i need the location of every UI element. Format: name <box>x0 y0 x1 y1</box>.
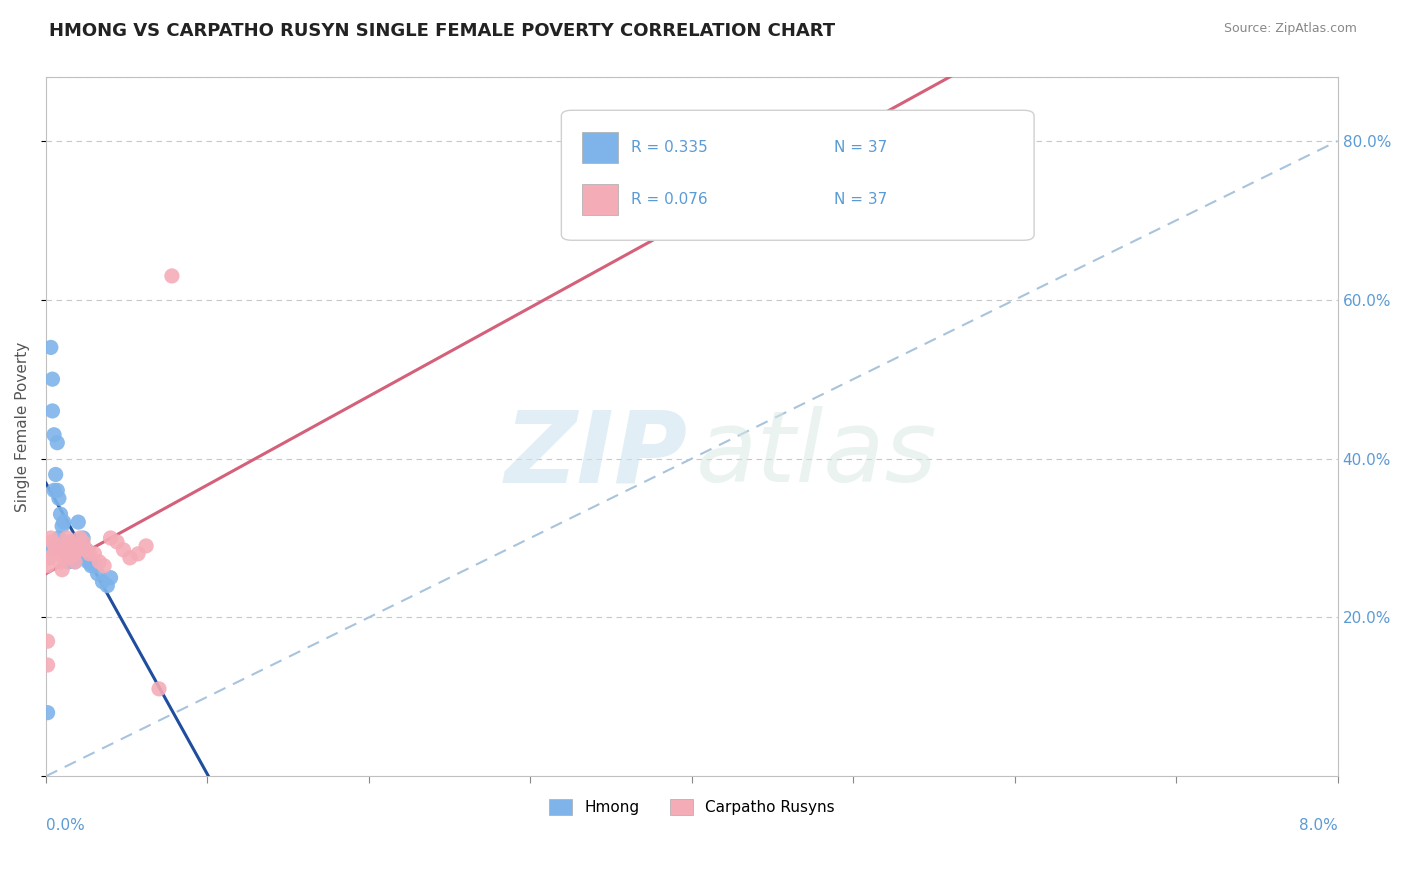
Text: ZIP: ZIP <box>505 406 688 503</box>
Text: N = 37: N = 37 <box>834 140 887 155</box>
Point <box>77 555 100 569</box>
Point <box>72 535 94 549</box>
Point <box>37 634 59 648</box>
Text: R = 0.076: R = 0.076 <box>631 192 707 207</box>
Y-axis label: Single Female Poverty: Single Female Poverty <box>15 342 30 512</box>
Text: R = 0.335: R = 0.335 <box>631 140 707 155</box>
Point <box>75 542 97 557</box>
Point <box>41 404 63 418</box>
Point <box>46 435 69 450</box>
Point <box>58 555 80 569</box>
Point <box>118 550 141 565</box>
Point <box>48 531 70 545</box>
Point <box>46 483 69 498</box>
Point <box>75 542 97 557</box>
Point <box>59 547 82 561</box>
Point <box>63 555 86 569</box>
Point <box>52 550 75 565</box>
Point <box>62 547 84 561</box>
Point <box>83 558 105 573</box>
Point <box>89 555 111 569</box>
Point <box>60 539 83 553</box>
Point <box>72 531 94 545</box>
Point <box>69 531 91 545</box>
Point <box>49 507 72 521</box>
Point <box>46 539 69 553</box>
Text: Source: ZipAtlas.com: Source: ZipAtlas.com <box>1223 22 1357 36</box>
Point <box>67 515 90 529</box>
Point <box>42 427 65 442</box>
Point <box>127 547 149 561</box>
Point <box>73 550 96 565</box>
Point <box>38 550 60 565</box>
Point <box>100 571 122 585</box>
Point <box>59 550 82 565</box>
Point <box>62 550 84 565</box>
Point <box>91 574 114 589</box>
Point <box>37 658 59 673</box>
Point <box>37 706 59 720</box>
Point <box>52 515 75 529</box>
Point <box>45 467 67 482</box>
Point <box>86 566 108 581</box>
Text: 0.0%: 0.0% <box>46 818 84 833</box>
Point <box>42 547 65 561</box>
FancyBboxPatch shape <box>582 132 619 163</box>
Point <box>41 372 63 386</box>
Point <box>112 542 135 557</box>
FancyBboxPatch shape <box>582 184 619 216</box>
Point <box>42 483 65 498</box>
Point <box>51 539 73 553</box>
Point <box>70 535 93 549</box>
Point <box>67 542 90 557</box>
Point <box>69 547 91 561</box>
Point <box>51 519 73 533</box>
Legend: Hmong, Carpatho Rusyns: Hmong, Carpatho Rusyns <box>543 793 841 821</box>
Point <box>37 558 59 573</box>
Point <box>66 539 89 553</box>
Text: N = 37: N = 37 <box>834 192 887 207</box>
Point <box>49 555 72 569</box>
Point <box>60 535 83 549</box>
Point <box>135 539 157 553</box>
FancyBboxPatch shape <box>561 111 1033 240</box>
Point <box>83 547 105 561</box>
Point <box>51 563 73 577</box>
Point <box>53 542 76 557</box>
Text: 8.0%: 8.0% <box>1299 818 1337 833</box>
Point <box>66 550 89 565</box>
Point <box>160 268 183 283</box>
Point <box>148 681 170 696</box>
Point <box>48 491 70 506</box>
Point <box>41 535 63 549</box>
Text: atlas: atlas <box>696 406 938 503</box>
Point <box>105 535 128 549</box>
Point <box>53 542 76 557</box>
Point <box>79 547 101 561</box>
Point <box>56 531 79 545</box>
Point <box>39 340 62 354</box>
Point <box>63 555 86 569</box>
Point <box>39 531 62 545</box>
Point <box>100 531 122 545</box>
Point <box>80 558 103 573</box>
Text: HMONG VS CARPATHO RUSYN SINGLE FEMALE POVERTY CORRELATION CHART: HMONG VS CARPATHO RUSYN SINGLE FEMALE PO… <box>49 22 835 40</box>
Point <box>56 542 79 557</box>
Point <box>58 535 80 549</box>
Point <box>45 542 67 557</box>
Point <box>38 542 60 557</box>
Point <box>48 547 70 561</box>
Point <box>96 579 118 593</box>
Point <box>93 558 115 573</box>
